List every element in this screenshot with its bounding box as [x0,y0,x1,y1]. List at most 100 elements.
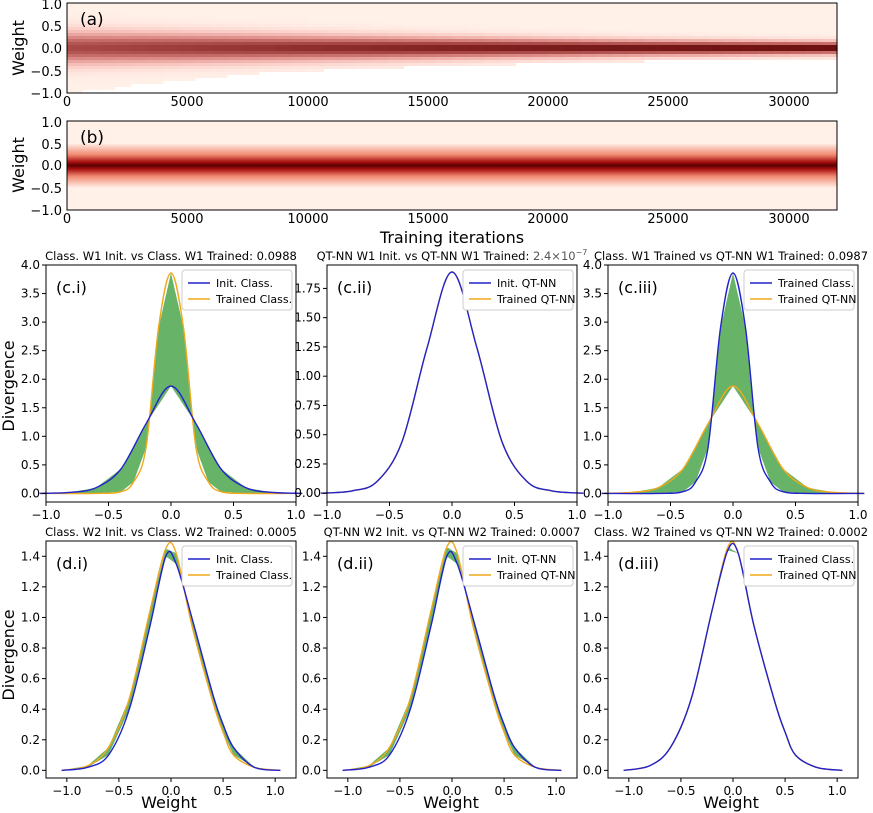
heatmap-cell [708,27,726,31]
heatmap-cell [740,6,758,10]
heatmap-cell [339,6,357,10]
heatmap-cell [243,21,261,25]
legend-box [181,269,293,311]
heatmap-cell [484,39,501,43]
heatmap-cell [628,42,646,46]
heatmap-cell [628,84,646,88]
heatmap-cell [355,27,373,31]
heatmap-cell [820,81,838,85]
heatmap-cell [532,24,549,28]
heatmap-cell [676,12,694,16]
heatmap-cell [644,48,662,52]
heatmap-cell [612,21,630,25]
heatmap-cell [275,72,293,76]
heatmap-cell [291,51,309,55]
heatmap-cell [452,42,469,46]
heatmap-cell [291,69,309,73]
y-tick-label: 1.0 [302,610,321,624]
heatmap-cell [259,24,277,28]
heatmap-cell [355,9,373,13]
heatmap-cell [612,45,630,49]
heatmap-a-image [67,3,838,94]
heatmap-cell [516,24,533,28]
heatmap-cell [163,15,180,19]
heatmap-cell [99,66,116,70]
heatmap-cell [628,87,646,91]
heatmap-cell [259,6,277,10]
legend-label: Trained Class. [215,293,292,306]
heatmap-cell [147,39,164,43]
heatmap-cell [179,63,196,67]
heatmap-cell [596,9,614,13]
heatmap-cell [115,24,132,28]
heatmap-cell [756,75,774,79]
heatmap-cell [468,3,485,7]
heatmap-a-yticks: 1.0 0.5 0.0 −0.5 −1.0 [30,0,62,102]
heatmap-cell [387,75,405,79]
heatmap-cell [628,9,646,13]
heatmap-cell [756,57,774,61]
heatmap-cell [500,27,517,31]
heatmap-cell [179,66,196,70]
heatmap-cell [307,15,325,19]
heatmap-cell [67,84,84,88]
heatmap-cell [259,12,277,16]
heatmap-cell [243,24,261,28]
heatmap-cell [500,36,517,40]
heatmap-cell [660,12,678,16]
heatmap-cell [708,18,726,22]
heatmap-cell [468,66,485,70]
heatmap-cell [115,33,132,37]
heatmap-cell [131,24,148,28]
series-line-blue [39,385,303,495]
heatmap-cell [564,33,581,37]
xtick-label: 25000 [647,212,688,227]
heatmap-cell [708,42,726,46]
heatmap-cell [548,42,565,46]
heatmap-cell [644,63,662,67]
heatmap-cell [580,24,597,28]
heatmap-cell [548,3,565,7]
heatmap-cell [772,51,790,55]
heatmap-cell [468,84,485,88]
heatmap-cell [67,78,84,82]
subplot-d-i: −1.0 −0.5 0.0 0.5 1.00.00.20.40.60.81.01.21.… [21,540,297,798]
heatmap-cell [676,69,694,73]
heatmap-cell [580,78,597,82]
heatmap-cell [387,45,405,49]
heatmap-cell [804,87,822,91]
heatmap-cell [211,27,229,31]
heatmap-cell [211,3,229,7]
heatmap-cell [163,63,180,67]
heatmap-cell [179,21,196,25]
heatmap-cell [676,39,694,43]
heatmap-cell [692,72,710,76]
heatmap-cell [468,81,485,85]
y-tick-label: 0.6 [583,672,602,686]
heatmap-cell [371,72,389,76]
heatmap-cell [820,78,838,82]
heatmap-cell [371,21,389,25]
heatmap-cell [419,6,437,10]
heatmap-cell [740,45,758,49]
heatmap-cell [163,90,180,94]
heatmap-cell [403,9,421,13]
heatmap-cell [676,87,694,91]
heatmap-cell [740,3,758,7]
heatmap-cell [580,27,597,31]
heatmap-cell [147,54,164,58]
heatmap-cell [435,30,453,34]
heatmap-cell [468,18,485,22]
heatmap-cell [323,54,341,58]
heatmap-cell [67,36,84,40]
heatmap-cell [323,24,341,28]
heatmap-cell [243,51,261,55]
xtick-label: 0 [63,212,71,227]
heatmap-cell [708,63,726,67]
heatmap-cell [163,72,180,76]
heatmap-cell [83,72,100,76]
heatmap-cell [484,12,501,16]
heatmap-cell [387,87,405,91]
heatmap-cell [628,90,646,94]
heatmap-cell [83,36,100,40]
